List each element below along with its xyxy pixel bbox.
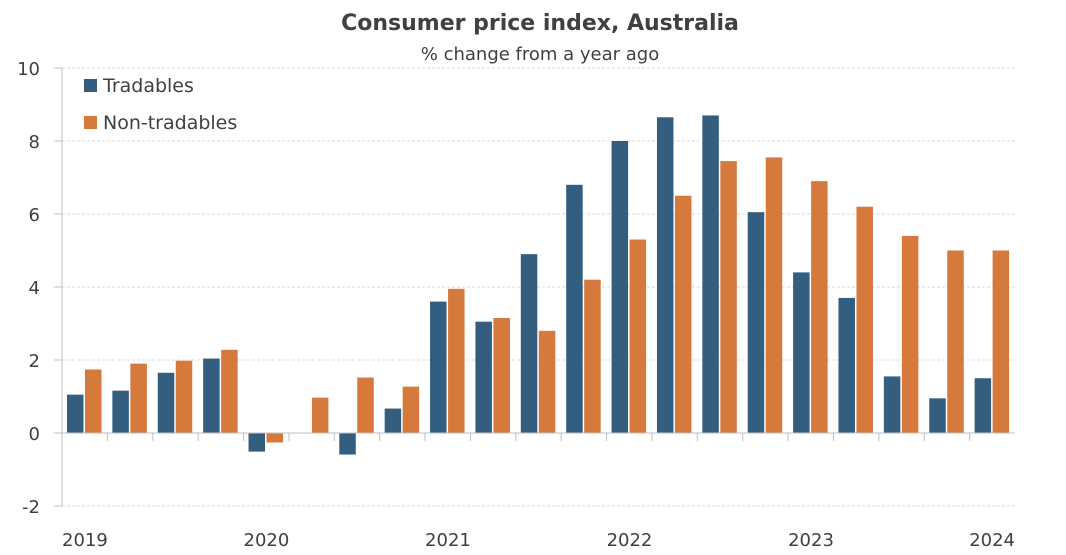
bar-non-tradables — [629, 239, 647, 433]
bar-tradables — [384, 408, 402, 433]
y-tick-label: -2 — [22, 497, 40, 518]
bar-non-tradables — [221, 349, 238, 433]
bar-non-tradables — [85, 369, 102, 433]
bar-tradables — [793, 272, 810, 433]
bar-tradables — [475, 321, 492, 433]
x-tick-label: 2019 — [62, 530, 108, 551]
bar-tradables — [656, 117, 674, 434]
bar-tradables — [339, 433, 356, 455]
bar-tradables — [203, 358, 220, 433]
x-tick-label: 2024 — [969, 530, 1015, 551]
y-tick-label: 10 — [17, 59, 40, 80]
bar-non-tradables — [357, 377, 374, 433]
bar-tradables — [67, 394, 84, 433]
bar-non-tradables — [856, 206, 873, 433]
bar-non-tradables — [811, 181, 828, 433]
bar-non-tradables — [448, 288, 465, 433]
legend-label: Non-tradables — [103, 112, 237, 134]
bar-non-tradables — [720, 161, 737, 433]
bar-non-tradables — [402, 386, 420, 433]
bar-tradables — [838, 297, 855, 433]
bar-non-tradables — [674, 195, 692, 433]
y-tick-label: 6 — [29, 205, 40, 226]
bar-tradables — [566, 184, 583, 433]
y-tick-label: 8 — [29, 132, 40, 153]
bar-tradables — [112, 390, 129, 433]
x-tick-label: 2023 — [788, 530, 834, 551]
bar-tradables — [611, 141, 629, 433]
bar-tradables — [929, 398, 946, 433]
y-tick-label: 0 — [29, 424, 40, 445]
bar-non-tradables — [765, 157, 783, 434]
bar-tradables — [157, 372, 175, 433]
legend-swatch — [84, 79, 97, 92]
bar-tradables — [974, 378, 992, 433]
bar-non-tradables — [901, 235, 919, 433]
bar-tradables — [883, 376, 901, 433]
bar-tradables — [248, 433, 266, 452]
bar-tradables — [702, 115, 719, 433]
bar-tradables — [430, 301, 447, 433]
bar-non-tradables — [493, 318, 510, 433]
bar-non-tradables — [311, 397, 329, 433]
bar-tradables — [520, 254, 538, 433]
legend-swatch — [84, 116, 97, 129]
x-tick-label: 2021 — [425, 530, 471, 551]
x-tick-label: 2022 — [607, 530, 653, 551]
bar-non-tradables — [947, 250, 964, 433]
chart-subtitle: % change from a year ago — [421, 44, 660, 65]
bar-non-tradables — [266, 433, 284, 443]
y-tick-label: 2 — [29, 351, 40, 372]
y-tick-label: 4 — [29, 278, 40, 299]
chart-title: Consumer price index, Australia — [341, 11, 739, 36]
bar-non-tradables — [175, 360, 193, 433]
bar-tradables — [747, 212, 765, 433]
bar-non-tradables — [538, 330, 556, 433]
x-tick-label: 2020 — [244, 530, 290, 551]
bar-non-tradables — [130, 363, 147, 433]
legend-label: Tradables — [102, 75, 194, 97]
bar-non-tradables — [992, 250, 1010, 433]
bar-non-tradables — [584, 279, 601, 433]
